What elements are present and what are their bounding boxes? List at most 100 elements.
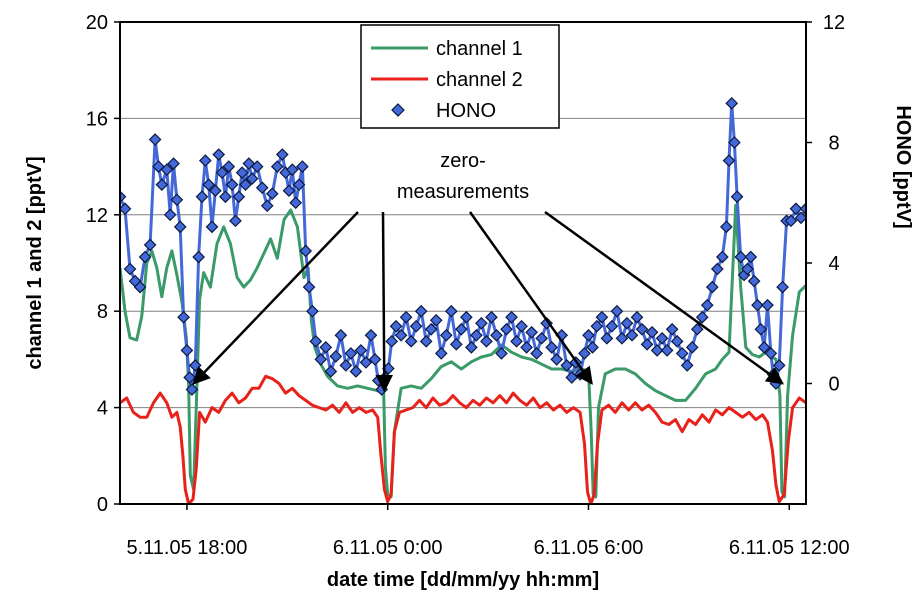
hono-point — [751, 298, 764, 312]
hono-point — [630, 310, 644, 324]
hono-point — [205, 220, 219, 234]
series-channel-2-line — [120, 374, 806, 504]
hono-point — [368, 353, 382, 366]
annotation-arrow — [468, 211, 593, 385]
hono-point — [582, 328, 595, 342]
x-axis-title: date time [dd/mm/yy hh:mm] — [327, 569, 599, 591]
hono-point — [620, 316, 634, 330]
legend-item-channel-1: channel 1 — [371, 38, 523, 60]
hono-point — [465, 341, 478, 354]
hono-point — [120, 190, 127, 204]
hono-point — [170, 193, 184, 207]
hono-point — [198, 154, 212, 167]
hono-point — [314, 353, 328, 366]
hono-point — [600, 331, 614, 345]
annotation-text: zero- — [440, 150, 486, 172]
hono-point — [665, 322, 679, 336]
legend-item-hono: HONO — [391, 100, 496, 122]
hono-point — [429, 313, 443, 327]
hono-point — [167, 157, 180, 170]
hono-point — [520, 341, 533, 354]
hono-point — [339, 359, 353, 372]
hono-point — [799, 202, 806, 216]
hono-point — [757, 341, 771, 354]
hono-point — [459, 310, 473, 324]
y-left-tick-label: 20 — [86, 12, 108, 34]
hono-point — [560, 359, 574, 372]
hono-point — [296, 160, 309, 173]
hono-point — [306, 304, 319, 318]
hono-point — [255, 181, 269, 195]
y-right-tick-label: 12 — [823, 12, 845, 34]
hono-point — [525, 325, 538, 339]
hono-point — [309, 334, 323, 348]
hono-point — [202, 178, 216, 192]
hono-point — [764, 347, 778, 360]
hono-point — [490, 328, 503, 342]
hono-point — [610, 304, 624, 318]
hono-point — [349, 365, 363, 378]
hono-point — [500, 322, 513, 336]
hono-point — [722, 154, 736, 167]
hono-point — [344, 347, 358, 360]
hono-point — [650, 344, 664, 357]
hono-point — [133, 280, 147, 294]
hono-point — [625, 328, 639, 342]
hono-point — [680, 359, 694, 372]
hono-point — [163, 208, 177, 222]
y-left-tick-label: 8 — [97, 301, 108, 323]
hono-point — [414, 304, 428, 318]
hono-point — [485, 310, 498, 324]
hono-point — [180, 344, 194, 357]
hono-point — [715, 250, 729, 264]
hono-point — [334, 328, 348, 342]
hono-point — [282, 184, 296, 198]
hono-point — [495, 347, 508, 360]
hono-point — [229, 214, 242, 228]
hono-point — [747, 274, 761, 288]
legend-label: channel 1 — [436, 38, 523, 60]
hono-point — [319, 341, 333, 354]
hono-point — [789, 202, 803, 216]
y-right-tick-label: 8 — [828, 133, 839, 155]
y-left-tick-label: 12 — [86, 205, 108, 227]
hono-point — [212, 148, 226, 161]
hono-point — [505, 310, 518, 324]
annotation-arrow — [375, 211, 393, 393]
hono-point — [700, 298, 714, 312]
hono-point — [219, 190, 232, 204]
hono-point — [215, 166, 229, 179]
hono-point — [444, 304, 458, 318]
annotation-background — [362, 142, 558, 208]
hono-point — [409, 319, 423, 333]
hono-point — [705, 280, 719, 294]
hono-point — [123, 262, 137, 276]
hono-point — [245, 172, 259, 185]
hono-point — [675, 347, 689, 360]
hono-point — [270, 160, 284, 173]
hono-point — [615, 331, 629, 345]
hono-point — [655, 331, 669, 345]
x-tick-label: 6.11.05 6:00 — [534, 537, 644, 559]
hono-point — [195, 190, 209, 204]
hono-point — [645, 325, 659, 339]
x-tick-label: 5.11.05 18:00 — [126, 537, 247, 559]
hono-point — [480, 334, 493, 348]
hono-point — [275, 148, 289, 161]
hono-point — [177, 310, 190, 324]
hono-point — [424, 322, 438, 336]
hono-point — [173, 220, 187, 234]
annotation-arrow — [544, 210, 784, 385]
hono-point — [475, 316, 488, 330]
hono-point — [292, 178, 306, 192]
hono-point — [550, 353, 564, 366]
legend-label: channel 2 — [436, 69, 523, 91]
annotation-arrow — [192, 211, 359, 385]
hono-point — [454, 322, 468, 336]
hono-point — [185, 383, 199, 396]
hono-point — [530, 347, 543, 360]
hono-point — [728, 136, 741, 149]
hono-point — [734, 250, 748, 264]
y-right-tick-label: 4 — [828, 253, 839, 275]
